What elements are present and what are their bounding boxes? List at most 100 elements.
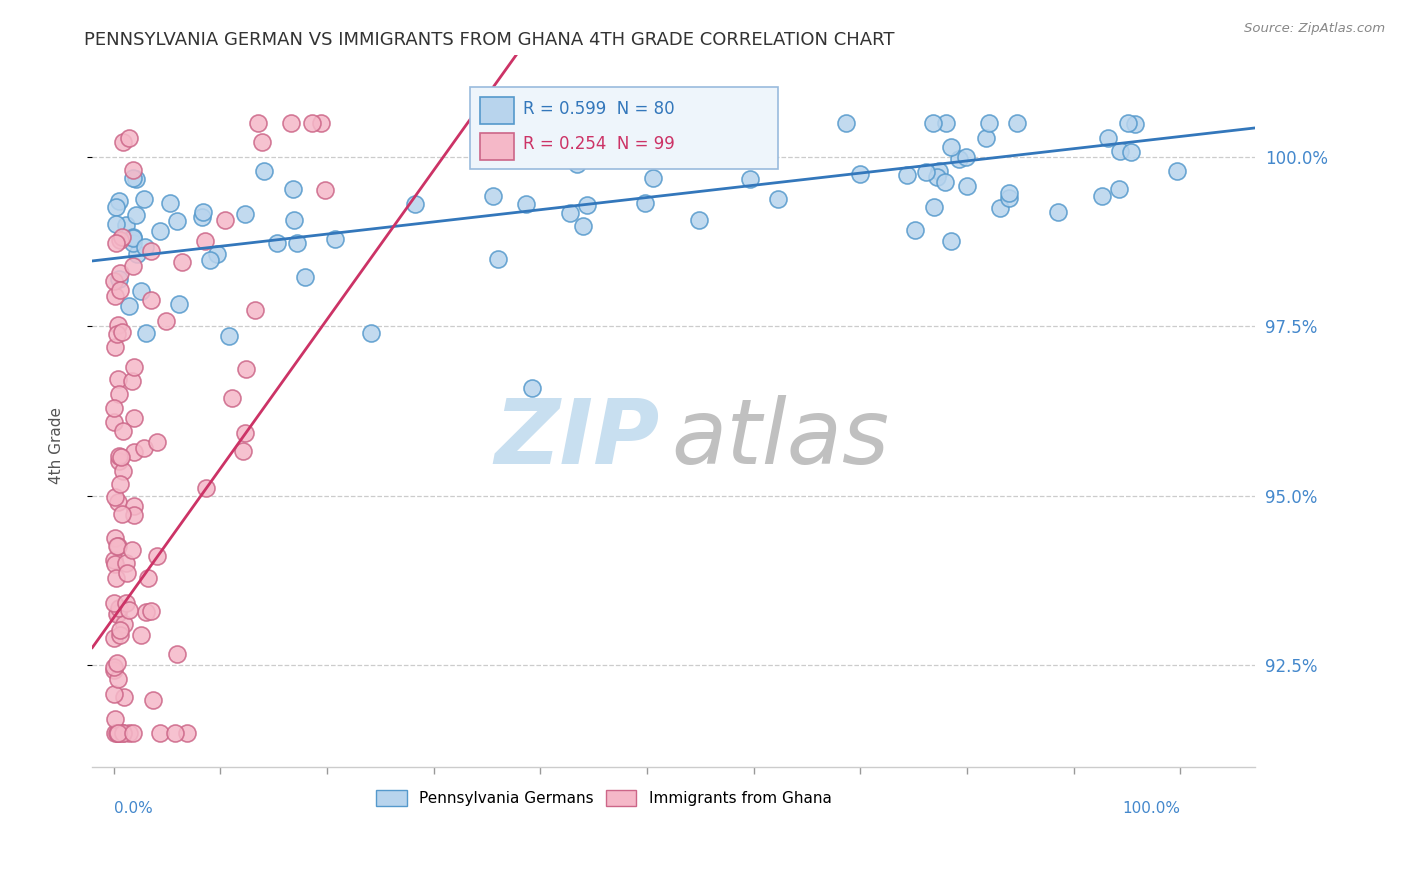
Point [142, 693, 165, 707]
Point [835, 116, 858, 130]
FancyBboxPatch shape [479, 133, 515, 160]
Point [107, 372, 129, 386]
Point [105, 656, 128, 670]
Point [283, 182, 305, 196]
Point [108, 453, 131, 467]
Point [127, 247, 149, 261]
Point [934, 174, 956, 188]
Point [112, 726, 135, 740]
Point [235, 362, 257, 376]
Point [193, 204, 215, 219]
Text: ZIP: ZIP [495, 395, 659, 483]
Point [103, 631, 125, 645]
Point [112, 690, 135, 705]
Point [103, 552, 125, 566]
Point [121, 542, 143, 557]
Point [121, 374, 143, 388]
Point [167, 296, 190, 310]
Text: R = 0.254  N = 99: R = 0.254 N = 99 [523, 135, 675, 153]
Point [146, 435, 169, 450]
Point [139, 293, 162, 307]
Point [486, 252, 509, 267]
Point [104, 713, 127, 727]
Point [125, 209, 148, 223]
Point [232, 444, 254, 458]
Point [155, 314, 177, 328]
Point [110, 326, 132, 340]
Point [166, 213, 188, 227]
Point [117, 299, 139, 313]
Point [522, 381, 544, 395]
Text: PENNSYLVANIA GERMAN VS IMMIGRANTS FROM GHANA 4TH GRADE CORRELATION CHART: PENNSYLVANIA GERMAN VS IMMIGRANTS FROM G… [84, 31, 894, 49]
Point [266, 236, 288, 251]
Point [285, 235, 308, 250]
Text: Source: ZipAtlas.com: Source: ZipAtlas.com [1244, 22, 1385, 36]
Point [110, 623, 132, 637]
Point [575, 198, 598, 212]
Point [481, 189, 503, 203]
Point [121, 236, 143, 251]
Point [111, 424, 134, 438]
Point [1116, 116, 1139, 130]
Point [935, 116, 957, 130]
Point [904, 223, 927, 237]
Text: atlas: atlas [671, 395, 890, 483]
Point [118, 603, 141, 617]
Point [301, 116, 323, 130]
Point [218, 328, 240, 343]
Point [283, 212, 305, 227]
Text: 0.0%: 0.0% [114, 801, 152, 816]
FancyBboxPatch shape [470, 87, 779, 169]
Point [634, 196, 657, 211]
Point [360, 326, 382, 341]
Point [974, 131, 997, 145]
Point [1108, 145, 1130, 159]
Point [122, 171, 145, 186]
Point [294, 269, 316, 284]
Point [107, 726, 129, 740]
Point [112, 464, 135, 478]
Point [104, 490, 127, 504]
Point [977, 116, 1000, 130]
Point [103, 687, 125, 701]
Point [132, 441, 155, 455]
Point [115, 557, 138, 571]
Point [176, 726, 198, 740]
Point [1123, 117, 1146, 131]
Point [191, 211, 214, 225]
Point [1166, 164, 1188, 178]
Point [998, 191, 1021, 205]
Point [122, 499, 145, 513]
Point [111, 507, 134, 521]
Point [104, 289, 127, 303]
Point [105, 607, 128, 621]
Point [1097, 131, 1119, 145]
Point [103, 660, 125, 674]
Point [103, 274, 125, 288]
Point [233, 207, 256, 221]
Point [139, 244, 162, 259]
Point [111, 229, 134, 244]
Point [131, 285, 153, 299]
Point [941, 140, 963, 154]
Point [998, 186, 1021, 201]
Point [105, 726, 128, 740]
Text: 4th Grade: 4th Grade [49, 408, 63, 484]
Point [849, 167, 872, 181]
Point [515, 197, 537, 211]
Point [205, 246, 228, 260]
Point [139, 604, 162, 618]
Point [103, 663, 125, 677]
Point [104, 532, 127, 546]
Point [132, 192, 155, 206]
Point [111, 135, 134, 149]
Point [939, 234, 962, 248]
Point [245, 302, 267, 317]
Point [235, 426, 257, 441]
Point [1121, 145, 1143, 159]
Point [107, 494, 129, 508]
Point [122, 229, 145, 244]
Point [135, 605, 157, 619]
Point [108, 628, 131, 642]
Point [253, 163, 276, 178]
